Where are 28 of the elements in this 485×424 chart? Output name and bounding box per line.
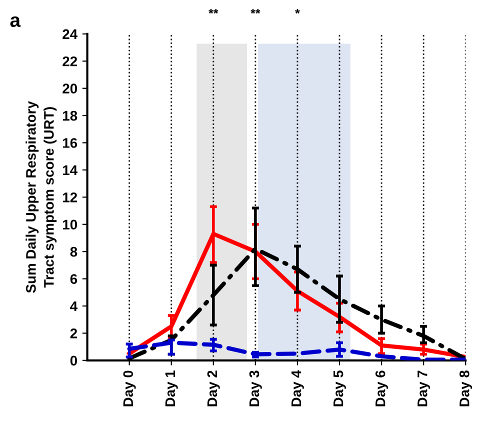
x-tick-label: Day 2 — [207, 370, 220, 406]
x-tick-label: Day 5 — [334, 370, 346, 406]
y-tick-label: 8 — [70, 246, 78, 257]
y-axis-title: Sum Daily Upper Respiratory Tract symptom score (URT) — [26, 101, 57, 293]
y-tick-label: 16 — [63, 138, 78, 148]
y-tick-label: 18 — [63, 110, 78, 121]
y-tick-label: 2 — [70, 328, 78, 338]
x-tick-label: Day 6 — [375, 370, 388, 406]
y-tick-label: 14 — [63, 165, 78, 175]
line-series — [127, 340, 466, 360]
text: * — [295, 8, 300, 14]
x-tick-label: Day 0 — [123, 370, 136, 406]
y-tick-label: 0 — [70, 356, 78, 366]
y-tick-label: 6 — [70, 274, 78, 284]
text: ** — [250, 8, 260, 14]
y-tick-label: 4 — [70, 301, 78, 312]
y-tick-label: 10 — [63, 220, 78, 230]
chart-title: a — [10, 16, 21, 28]
x-tick-label: Day 7 — [418, 370, 430, 406]
y-tick-label: 24 — [62, 29, 78, 39]
x-tick-label: Day 8 — [459, 370, 472, 406]
x-tick-label: Day 3 — [249, 370, 262, 406]
x-tick-label: Day 4 — [292, 370, 304, 406]
text: ** — [208, 8, 218, 14]
y-tick-label: 12 — [63, 192, 78, 202]
y-tick-label: 20 — [62, 84, 78, 94]
y-tick-label: 22 — [62, 56, 78, 66]
x-tick-label: Day 1 — [165, 370, 178, 406]
